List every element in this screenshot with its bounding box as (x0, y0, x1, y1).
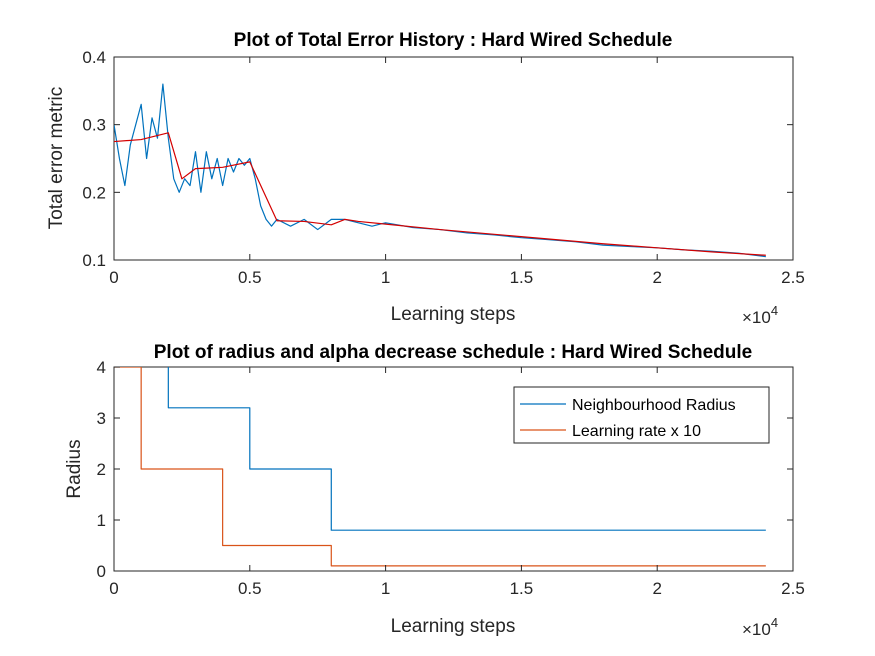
x-axis-label: Learning steps (391, 304, 516, 325)
x-tick-label: 1.5 (510, 268, 534, 287)
x-tick-label: 0 (109, 579, 118, 598)
x-tick-label: 2.5 (781, 268, 805, 287)
series-line-neighbourhood-radius (167, 367, 766, 531)
x-tick-label: 2 (652, 268, 661, 287)
x-tick-label: 2.5 (781, 579, 805, 598)
y-tick-label: 2 (97, 460, 106, 479)
schedule-chart: Plot of radius and alpha decrease schedu… (64, 342, 805, 639)
x-axis-exponent: ×104 (742, 303, 778, 327)
y-tick-label: 3 (97, 409, 106, 428)
y-tick-label: 4 (97, 358, 106, 377)
y-axis-label: Radius (64, 439, 85, 498)
y-tick-label: 1 (97, 511, 106, 530)
x-tick-label: 0 (109, 268, 118, 287)
y-tick-label: 0.3 (82, 116, 106, 135)
x-tick-label: 1 (381, 268, 390, 287)
series-line-0 (114, 83, 766, 258)
legend: Neighbourhood Radius Learning rate x 10 (513, 386, 770, 444)
series-line-learning-rate-x-10 (114, 367, 766, 567)
chart-title: Plot of Total Error History : Hard Wired… (234, 30, 673, 51)
y-tick-label: 0.1 (82, 251, 106, 270)
chart-title: Plot of radius and alpha decrease schedu… (154, 342, 753, 363)
legend-box (513, 386, 770, 444)
x-axis-exponent: ×104 (742, 615, 778, 639)
series-line-1 (114, 132, 766, 256)
x-tick-label: 1 (381, 579, 390, 598)
plot-area (113, 56, 794, 261)
y-tick-label: 0.4 (82, 48, 106, 67)
x-tick-label: 1.5 (510, 579, 534, 598)
y-axis-label: Total error metric (46, 87, 67, 230)
y-tick-label: 0.2 (82, 183, 106, 202)
x-tick-label: 0.5 (238, 268, 262, 287)
legend-entry-neighbourhood-radius: Neighbourhood Radius (572, 397, 736, 414)
x-tick-label: 2 (652, 579, 661, 598)
y-tick-label: 0 (97, 562, 106, 581)
x-axis-label: Learning steps (391, 616, 516, 637)
x-tick-label: 0.5 (238, 579, 262, 598)
legend-entry-learning-rate: Learning rate x 10 (572, 423, 701, 440)
error-history-chart: Plot of Total Error History : Hard Wired… (46, 30, 805, 327)
